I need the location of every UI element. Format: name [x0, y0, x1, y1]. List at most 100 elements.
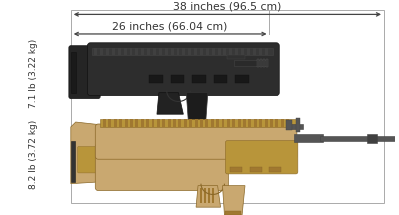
Bar	[223, 48, 226, 55]
Bar	[212, 188, 214, 203]
FancyBboxPatch shape	[95, 144, 228, 190]
Bar	[243, 119, 246, 127]
Bar	[100, 119, 296, 127]
Bar	[259, 119, 262, 127]
Bar	[286, 120, 292, 130]
Bar	[269, 167, 281, 172]
Bar	[162, 119, 165, 127]
Bar	[200, 119, 203, 127]
Bar	[157, 119, 160, 127]
Bar	[232, 119, 235, 127]
Bar	[135, 119, 138, 127]
Text: 8.2 lb (3.72 kg): 8.2 lb (3.72 kg)	[29, 120, 38, 189]
Bar	[275, 119, 278, 127]
Text: 38 inches (96.5 cm): 38 inches (96.5 cm)	[173, 2, 282, 11]
Bar	[217, 48, 221, 55]
Bar	[291, 124, 303, 129]
Polygon shape	[186, 93, 208, 120]
Bar	[114, 119, 117, 127]
Bar	[195, 119, 198, 127]
Text: 7.1 lb (3.22 kg): 7.1 lb (3.22 kg)	[29, 38, 38, 108]
Bar	[230, 167, 242, 172]
Bar	[205, 119, 208, 127]
Bar	[135, 48, 138, 55]
Bar	[260, 59, 262, 67]
Bar	[130, 119, 133, 127]
Bar	[176, 48, 180, 55]
Bar	[211, 119, 214, 127]
Bar	[165, 48, 168, 55]
Bar	[266, 59, 267, 67]
Bar	[112, 48, 115, 55]
Bar	[227, 119, 230, 127]
Bar	[130, 48, 132, 55]
Bar	[100, 48, 103, 55]
Bar	[200, 188, 202, 203]
Bar	[146, 119, 149, 127]
Bar	[235, 75, 249, 83]
Bar	[238, 119, 241, 127]
Bar	[234, 60, 266, 66]
Bar	[294, 134, 323, 142]
FancyBboxPatch shape	[69, 46, 100, 98]
Polygon shape	[157, 93, 184, 114]
Bar	[192, 75, 206, 83]
Bar	[221, 119, 225, 127]
Bar	[159, 48, 162, 55]
Bar	[265, 48, 267, 55]
Bar	[225, 211, 241, 215]
Bar	[229, 48, 232, 55]
Bar	[182, 48, 185, 55]
Bar	[171, 75, 184, 83]
Bar	[254, 119, 257, 127]
Bar	[241, 48, 244, 55]
Bar	[286, 119, 289, 127]
Bar	[281, 119, 284, 127]
Bar	[71, 52, 76, 93]
Bar	[235, 48, 238, 55]
Bar	[214, 75, 227, 83]
Bar	[103, 119, 106, 127]
Bar	[296, 118, 300, 132]
Bar	[141, 119, 144, 127]
Bar	[152, 119, 154, 127]
Bar	[153, 48, 156, 55]
Bar	[194, 48, 197, 55]
Bar	[92, 48, 273, 55]
FancyBboxPatch shape	[87, 43, 279, 96]
Bar	[124, 48, 126, 55]
Bar	[265, 119, 267, 127]
Bar	[208, 188, 210, 203]
Polygon shape	[223, 186, 245, 215]
Bar	[263, 59, 265, 67]
FancyBboxPatch shape	[78, 146, 97, 173]
Bar	[171, 48, 174, 55]
Bar	[119, 119, 122, 127]
Bar	[200, 48, 203, 55]
Bar	[367, 134, 377, 143]
Bar	[118, 48, 121, 55]
Bar	[71, 141, 75, 182]
Bar	[124, 119, 128, 127]
Polygon shape	[196, 186, 221, 207]
FancyBboxPatch shape	[225, 141, 298, 174]
Bar	[206, 48, 209, 55]
Bar	[106, 48, 109, 55]
Bar	[204, 188, 206, 203]
Bar	[250, 167, 262, 172]
Bar	[257, 59, 259, 67]
Bar	[109, 119, 111, 127]
Bar	[259, 48, 262, 55]
Bar	[147, 48, 150, 55]
Bar	[94, 48, 97, 55]
Bar	[141, 48, 144, 55]
Bar	[227, 55, 245, 59]
Bar	[178, 119, 182, 127]
Bar	[173, 119, 176, 127]
Bar	[184, 119, 187, 127]
Bar	[270, 119, 273, 127]
Bar	[188, 48, 191, 55]
Bar	[212, 48, 215, 55]
Bar	[71, 9, 384, 203]
Text: 26 inches (66.04 cm): 26 inches (66.04 cm)	[113, 21, 228, 31]
